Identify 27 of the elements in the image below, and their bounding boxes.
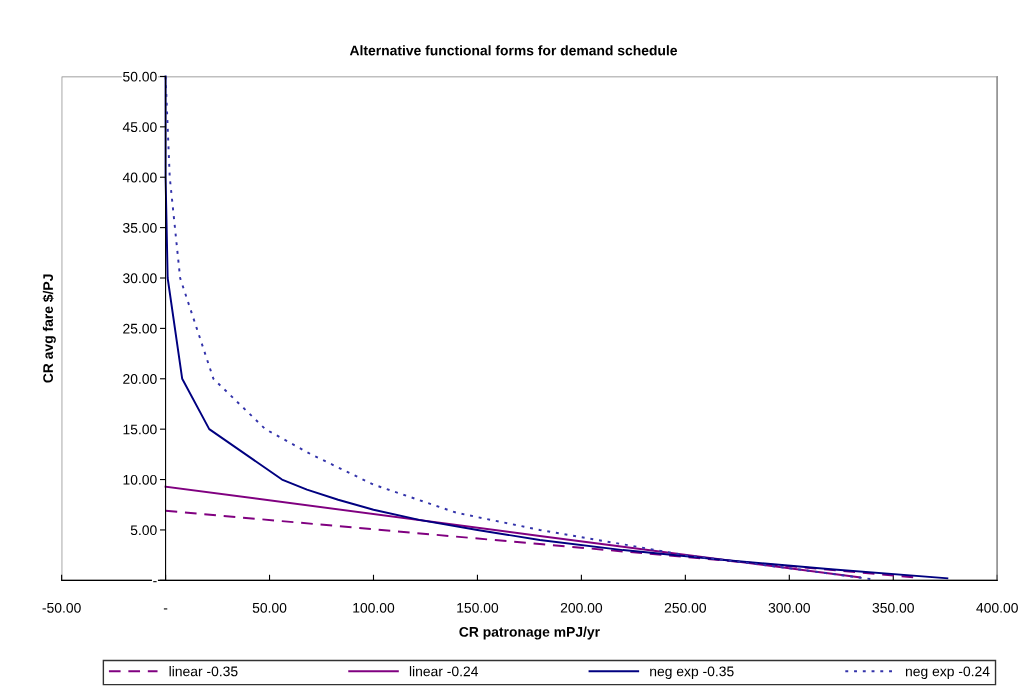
x-axis-title: CR patronage mPJ/yr (459, 626, 600, 640)
legend-label: neg exp -0.24 (905, 666, 990, 680)
x-tick-label: 350.00 (872, 602, 914, 613)
y-tick-label: 5.00 (130, 525, 157, 536)
y-tick-label: 50.00 (123, 71, 157, 82)
y-tick-label: 45.00 (122, 122, 157, 133)
x-tick-label: 150.00 (457, 602, 499, 613)
legend-label: linear -0.35 (169, 666, 238, 677)
x-tick-label: 50.00 (252, 602, 287, 613)
x-tick-label: 400.00 (976, 602, 1018, 613)
y-tick-label: 40.00 (122, 172, 157, 183)
x-tick-label: 250.00 (664, 602, 707, 613)
x-tick-label: -50.00 (42, 602, 81, 613)
x-tick-label: 200.00 (560, 602, 603, 613)
x-tick-label: 300.00 (768, 602, 811, 613)
chart-title: Alternative functional forms for demand schedule (349, 45, 678, 56)
y-axis-title: CR avg fare $/PJ (42, 274, 56, 383)
legend-label: neg exp -0.35 (650, 666, 734, 680)
y-tick-label: 30.00 (123, 273, 157, 284)
y-tick-label: 10.00 (123, 474, 157, 485)
y-tick-label: 35.00 (123, 222, 157, 233)
y-tick-label: 20.00 (123, 374, 157, 384)
y-tick-label: - (153, 581, 157, 583)
y-tick-label: 15.00 (123, 424, 157, 435)
y-tick-label: 25.00 (123, 323, 157, 334)
x-tick-label: 100.00 (353, 602, 395, 613)
legend-label: linear -0.24 (409, 666, 479, 677)
